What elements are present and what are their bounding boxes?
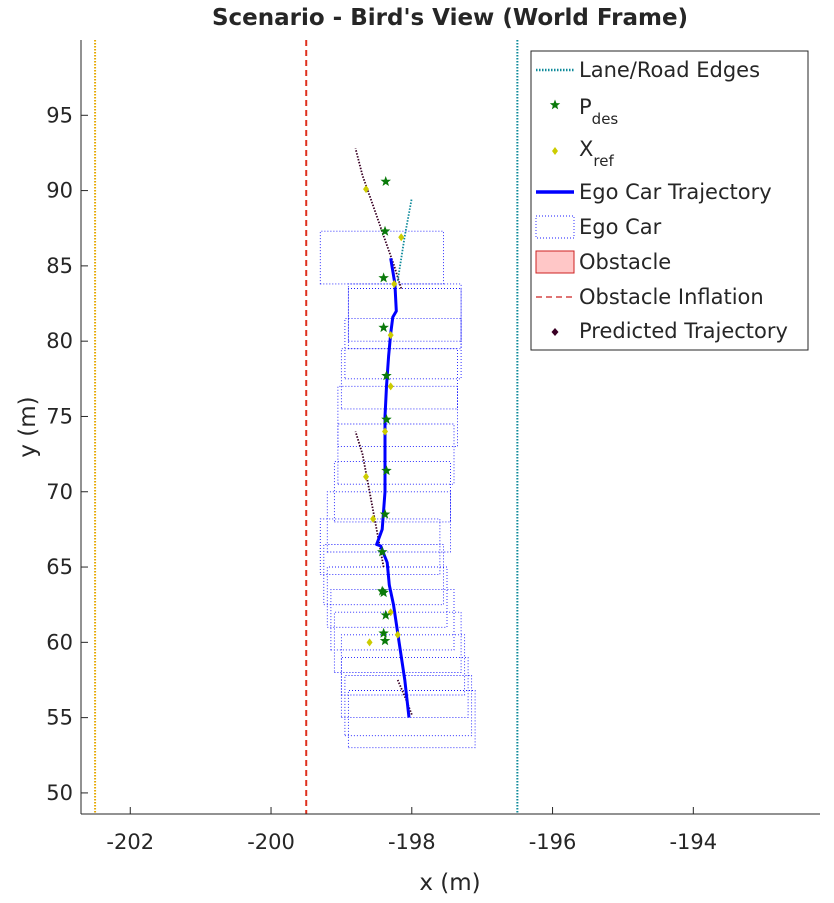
y-tick-label: 60 xyxy=(46,630,73,654)
y-tick-label: 70 xyxy=(46,480,73,504)
ego-car-box xyxy=(340,348,458,410)
ego-car-box xyxy=(337,423,455,485)
chart-title: Scenario - Bird's View (World Frame) xyxy=(212,5,688,31)
legend-swatch-p-des xyxy=(549,99,561,110)
ego-car-box xyxy=(347,690,476,749)
y-axis-label: y (m) xyxy=(15,396,41,457)
p-des-point xyxy=(379,225,391,236)
x-ref-point xyxy=(398,233,405,242)
legend-label: Ego Car xyxy=(579,215,662,239)
x-tick-label: -198 xyxy=(388,830,436,854)
legend-label-subscript: des xyxy=(592,110,619,128)
x-ref-point xyxy=(391,279,398,288)
ego-trajectory-line xyxy=(375,258,411,718)
p-des-point xyxy=(379,508,391,519)
legend-label: Predicted Trajectory xyxy=(579,319,788,343)
y-tick-label: 75 xyxy=(46,404,73,428)
x-ref-point xyxy=(382,427,389,436)
p-des-point xyxy=(381,370,392,381)
y-tick-label: 85 xyxy=(46,254,73,278)
p-des-point xyxy=(381,465,392,476)
legend-label: Ego Car Trajectory xyxy=(579,180,772,204)
y-tick-label: 65 xyxy=(46,555,73,579)
ego-car-box xyxy=(347,283,462,342)
p-des-point xyxy=(377,546,388,557)
y-tick-label: 95 xyxy=(46,103,73,127)
x-axis-label: x (m) xyxy=(419,870,480,896)
p-des-point xyxy=(378,322,389,333)
ego-car-box xyxy=(344,675,473,737)
ego-car-box xyxy=(333,611,462,673)
lane-edges-layer xyxy=(94,40,519,814)
ego-car-box xyxy=(326,566,448,628)
legend-swatch-obstacle xyxy=(535,250,575,274)
y-tick-label: 55 xyxy=(46,706,73,730)
legend-label-subscript: ref xyxy=(593,152,614,170)
legend-label: Lane/Road Edges xyxy=(579,58,760,82)
ego-car-box xyxy=(344,318,462,380)
p-des-point xyxy=(378,272,389,283)
legend-box xyxy=(530,50,809,351)
ego-car-layer xyxy=(319,230,476,749)
y-tick-label: 80 xyxy=(46,329,73,353)
legend-swatch-x-ref xyxy=(552,147,558,155)
x-ref-point xyxy=(394,630,401,639)
legend-label: Obstacle xyxy=(579,250,671,274)
marker-layer xyxy=(363,176,405,647)
p-des-point xyxy=(380,609,391,620)
ego-car-box xyxy=(333,461,451,523)
x-ref-point xyxy=(370,514,377,523)
p-des-point xyxy=(381,414,392,424)
y-tick-label: 90 xyxy=(46,179,73,203)
ego-car-box xyxy=(319,230,444,285)
p-des-point xyxy=(377,585,388,596)
p-des-point xyxy=(378,587,389,598)
x-ref-point xyxy=(363,472,370,481)
p-des-point xyxy=(379,635,391,646)
p-des-point xyxy=(380,176,391,186)
x-ref-point xyxy=(363,185,370,194)
ego-car-box xyxy=(337,385,458,448)
x-ref-point xyxy=(366,638,373,647)
x-ref-point xyxy=(387,331,394,340)
predicted-trajectory-line xyxy=(396,197,413,282)
legend-label: Obstacle Inflation xyxy=(579,285,764,309)
x-tick-label: -202 xyxy=(106,830,154,854)
ego-car-box xyxy=(340,656,469,719)
x-tick-label: -196 xyxy=(529,830,577,854)
x-tick-label: -200 xyxy=(247,830,295,854)
ego-car-box xyxy=(326,491,451,553)
p-des-point xyxy=(378,627,389,638)
legend-swatch-predicted xyxy=(551,328,559,336)
x-tick-label: -194 xyxy=(669,830,717,854)
ego-car-box xyxy=(347,288,462,350)
ego-car-box xyxy=(340,634,466,696)
ego-trajectory-layer xyxy=(375,258,411,718)
legend-swatch-ego-car xyxy=(535,215,575,239)
ego-car-box xyxy=(330,589,455,651)
y-tick-label: 50 xyxy=(46,781,73,805)
x-ref-point xyxy=(387,382,394,391)
axes: -202 -200 -198 -196 -194 50 55 60 65 70 75 80 85 90 95 xyxy=(46,40,820,854)
predicted-trajectory-line xyxy=(354,148,403,289)
